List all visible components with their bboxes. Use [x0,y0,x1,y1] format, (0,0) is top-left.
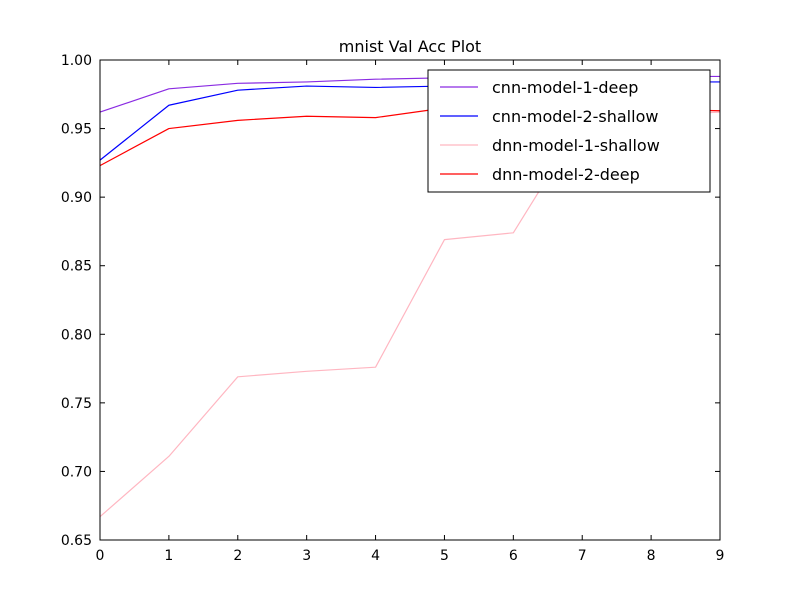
x-tick-label: 9 [716,548,725,564]
y-tick-label: 0.70 [61,464,92,480]
legend-label-dnn-model-1-shallow: dnn-model-1-shallow [492,136,660,155]
legend-label-cnn-model-2-shallow: cnn-model-2-shallow [492,107,658,126]
x-tick-label: 0 [96,548,105,564]
y-tick-label: 0.85 [61,259,92,275]
x-tick-label: 4 [371,548,380,564]
legend-label-dnn-model-2-deep: dnn-model-2-deep [492,165,640,184]
legend-box [427,69,711,193]
y-axis: 0.65 0.70 0.75 0.80 0.85 0.90 0.95 1.00 [61,53,720,549]
x-tick-label: 5 [440,548,449,564]
y-tick-label: 0.75 [61,396,92,412]
chart-title: mnist Val Acc Plot [339,37,481,56]
y-tick-label: 0.90 [61,190,92,206]
x-tick-label: 8 [647,548,656,564]
y-tick-label: 1.00 [61,53,92,69]
y-tick-label: 0.80 [61,327,92,343]
y-tick-label: 0.65 [61,533,92,549]
legend: cnn-model-1-deep cnn-model-2-shallow dnn-m… [427,69,711,193]
x-tick-label: 3 [302,548,311,564]
y-tick-label: 0.95 [61,122,92,138]
x-tick-label: 1 [164,548,173,564]
x-tick-label: 7 [578,548,587,564]
x-tick-label: 2 [233,548,242,564]
legend-label-cnn-model-1-deep: cnn-model-1-deep [492,78,638,97]
x-tick-label: 6 [509,548,518,564]
axes-frame [99,59,721,541]
x-axis: 0 1 2 3 4 5 6 7 8 9 [96,60,725,564]
